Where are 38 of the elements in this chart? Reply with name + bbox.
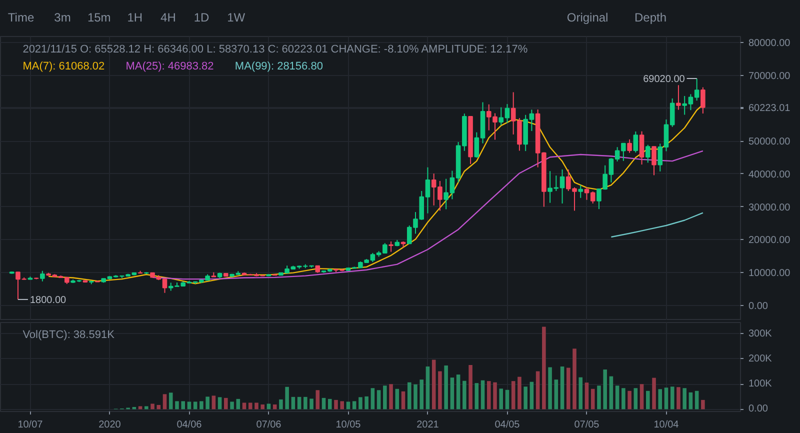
y-tick-label: 300K bbox=[748, 328, 772, 340]
y-tick-label: 60223.01 bbox=[748, 102, 791, 114]
y-tick-label: 0.00 bbox=[748, 300, 768, 312]
text: MA(99): 28156.80 bbox=[234, 60, 323, 72]
annotation: 2021/11/15 O: 65528.12 H: 66346.00 L: 58370.13 C: 60223.01 CHANGE: -8.10% AMPLITUDE: 12.17% bbox=[22, 43, 528, 56]
annotation: 69020.00 bbox=[643, 74, 686, 86]
x-tick-label: 07/06 bbox=[256, 420, 282, 430]
y-tick-label: 20000.00 bbox=[748, 235, 791, 246]
text: 15m bbox=[87, 10, 111, 24]
text: 1D bbox=[194, 10, 210, 24]
x-tick-label: 10/05 bbox=[336, 420, 362, 430]
text: MA(25): 46983.82 bbox=[126, 60, 214, 72]
x-tick-label: 2021 bbox=[416, 420, 440, 430]
text: Vol(BTC): 38.591K bbox=[22, 328, 116, 341]
x-tick-label: 2020 bbox=[98, 420, 122, 430]
y-tick-label: 0.00 bbox=[748, 404, 768, 415]
text: 4H bbox=[160, 10, 176, 24]
x-tick-label: 04/06 bbox=[176, 420, 202, 430]
x-tick-label: 04/05 bbox=[494, 420, 520, 430]
y-tick-label: 100K bbox=[748, 378, 772, 390]
y-tick-label: 70000.00 bbox=[748, 70, 791, 82]
text: 3m bbox=[54, 10, 71, 24]
text: Depth bbox=[634, 10, 667, 24]
x-tick-label: 07/05 bbox=[574, 420, 600, 430]
text: Original bbox=[566, 10, 608, 24]
annotation: 1800.00 bbox=[30, 294, 67, 306]
y-tick-label: 30000.00 bbox=[748, 202, 791, 214]
text: Time bbox=[8, 10, 34, 24]
x-tick-label: 10/04 bbox=[654, 420, 680, 430]
y-tick-label: 50000.00 bbox=[748, 136, 791, 148]
text: 1W bbox=[227, 10, 246, 24]
y-tick-label: 40000.00 bbox=[748, 169, 791, 180]
text: MA(7): 61068.02 bbox=[22, 60, 105, 72]
text: 1H bbox=[127, 10, 143, 24]
x-tick-label: 10/07 bbox=[18, 420, 44, 430]
y-tick-label: 10000.00 bbox=[748, 268, 791, 280]
y-tick-label: 200K bbox=[748, 353, 772, 364]
y-tick-label: 80000.00 bbox=[748, 38, 791, 49]
